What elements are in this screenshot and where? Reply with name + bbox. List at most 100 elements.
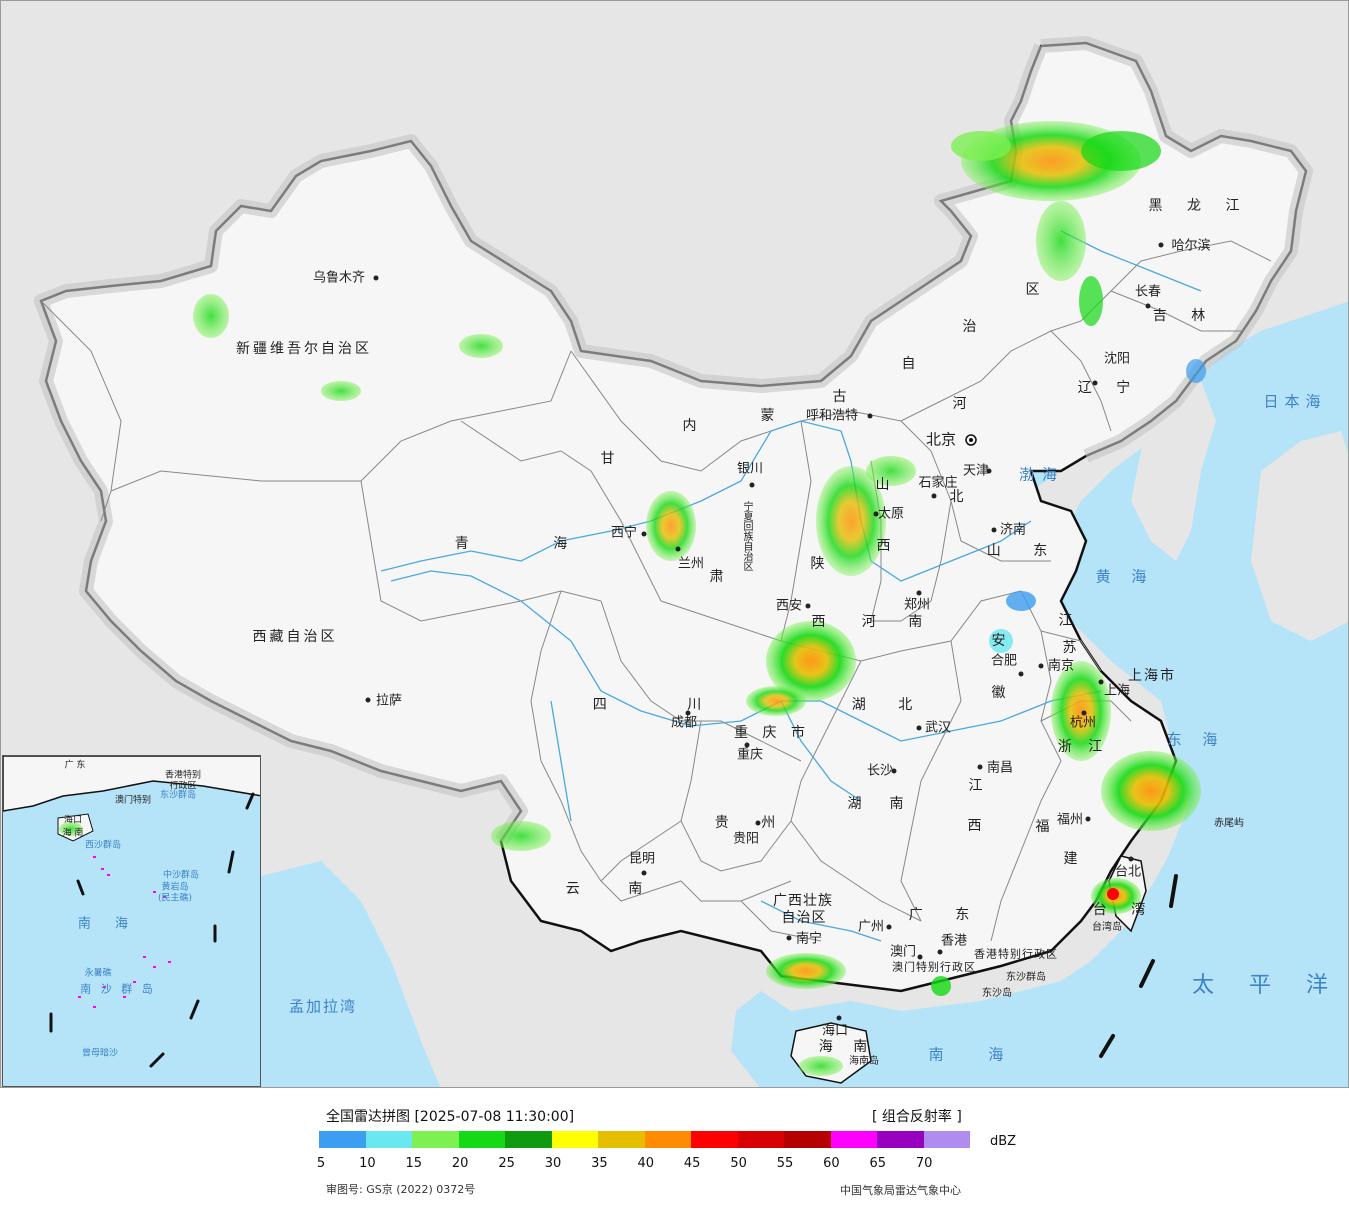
inset-zengmu: 曾母暗沙 <box>81 1048 119 1059</box>
province-jiangxi-1: 江 <box>968 778 986 794</box>
province-gansu-2: 肃 <box>709 569 727 585</box>
nine-dash-line <box>1099 874 1178 1058</box>
legend-panel <box>0 1088 1349 1208</box>
inset-hk: 香港特别 <box>164 770 202 781</box>
city-shijiazhuang: 石家庄 <box>918 475 958 491</box>
inset-minzhu: (民主礁) <box>157 893 193 904</box>
province-zhejiang: 浙 江 <box>1057 739 1109 755</box>
legend-swatch <box>412 1131 459 1148</box>
city-guangzhou: 广州 <box>857 919 885 935</box>
city-xian: 西安 <box>775 598 803 614</box>
sea-bohai-label: 渤海 <box>1018 465 1066 484</box>
legend-tick-label: 40 <box>637 1156 655 1171</box>
legend-tick-label: 10 <box>359 1156 376 1171</box>
radar-map: 新疆维吾尔自治区 西藏自治区 青 海 甘 肃 内 蒙 古 自 治 区 黑 龙 江… <box>0 0 1349 1088</box>
city-beijing: 北京 <box>925 430 957 449</box>
radar-echoes <box>193 121 1206 1076</box>
city-shanghai: 上海 <box>1103 683 1131 699</box>
legend-swatch <box>458 1131 505 1148</box>
city-macau: 澳门 <box>889 944 917 960</box>
province-hunan-2: 南 <box>889 796 907 812</box>
island-hainan: 海南岛 <box>849 1056 879 1067</box>
legend-swatch <box>923 1131 970 1148</box>
sea-bay-bengal <box>241 861 441 1087</box>
legend-product: [ 组合反射率 ] <box>872 1109 962 1125</box>
city-hangzhou: 杭州 <box>1069 715 1097 731</box>
city-shenyang: 沈阳 <box>1103 351 1131 367</box>
sea-ribenhai-label: 日本海 <box>1263 392 1327 411</box>
inset-huangyan: 黄岩岛 <box>161 882 189 893</box>
province-hunan-1: 湖 <box>847 796 865 812</box>
city-chengdu: 成都 <box>670 715 698 731</box>
province-guangdong: 广 东 <box>908 907 984 923</box>
province-shanghai: 上海市 <box>1128 668 1176 684</box>
legend-tick-label: 45 <box>683 1156 701 1171</box>
city-haikou: 海口 <box>821 1023 849 1039</box>
legend-swatch <box>877 1131 924 1148</box>
legend-swatch <box>784 1131 831 1148</box>
province-xizang: 西藏自治区 <box>252 629 338 645</box>
province-jilin: 吉 林 <box>1152 308 1216 324</box>
map-canvas <box>1 1 1348 1087</box>
legend-unit: dBZ <box>990 1134 1017 1149</box>
province-xinjiang: 新疆维吾尔自治区 <box>236 341 372 357</box>
legend-swatch <box>598 1131 645 1148</box>
inset-canvas <box>3 756 260 1068</box>
province-hainan: 海 南 <box>818 1039 876 1055</box>
legend-tick-label: 50 <box>730 1156 747 1171</box>
city-lanzhou: 兰州 <box>677 556 705 572</box>
sea-donghai-label: 东 海 <box>1166 730 1226 749</box>
japan <box>1251 431 1348 641</box>
island-dongsha-dao: 东沙岛 <box>982 988 1012 999</box>
province-guangxi-2: 自治区 <box>781 910 827 926</box>
province-neimenggu-2: 蒙 <box>760 408 778 424</box>
sea-japan <box>1231 301 1348 471</box>
legend-title: 全国雷达拼图 [2025-07-08 11:30:00] <box>326 1109 575 1125</box>
province-heilongjiang: 黑 龙 江 <box>1148 198 1250 214</box>
province-sichuan: 四 川 <box>592 697 740 713</box>
city-yinchuan: 银川 <box>736 461 764 477</box>
china-border-halo <box>34 36 1313 845</box>
legend-swatch <box>737 1131 784 1148</box>
province-liaoning: 辽 宁 <box>1077 380 1141 396</box>
sea-bengal-label: 孟加拉湾 <box>288 997 358 1016</box>
province-guangxi-1: 广西壮族 <box>773 893 833 909</box>
legend-tick-label: 65 <box>869 1156 887 1171</box>
sea-nanhai-label: 南 海 <box>928 1045 1024 1064</box>
sea-taipingyang-label: 太 平 洋 <box>1192 973 1342 998</box>
city-changsha: 长沙 <box>866 763 894 779</box>
city-jinan: 济南 <box>999 522 1027 538</box>
province-anhui-2: 徽 <box>991 685 1009 701</box>
city-tianjin: 天津 <box>962 463 990 479</box>
legend-swatch <box>505 1131 552 1148</box>
island-dongsha-qundao: 东沙群岛 <box>1006 972 1046 983</box>
province-hubei: 湖 北 <box>851 697 927 713</box>
island-chiweiyu: 赤尾屿 <box>1214 818 1244 829</box>
legend-tick-label: 70 <box>915 1156 933 1171</box>
city-harbin: 哈尔滨 <box>1171 238 1211 254</box>
city-changchun: 长春 <box>1134 284 1162 300</box>
province-borders <box>40 240 1272 942</box>
city-xining: 西宁 <box>610 525 638 541</box>
inset-nanhai: 南 海 <box>77 916 139 932</box>
city-taiyuan: 太原 <box>877 506 905 522</box>
province-guizhou: 贵 州 <box>714 815 790 831</box>
legend-tick-label: 35 <box>591 1156 608 1171</box>
legend-color-scale <box>319 1131 970 1148</box>
province-ningxia: 宁夏回族自治区 <box>741 501 752 571</box>
legend-swatch <box>551 1131 598 1148</box>
inset-hainan: 海 南 <box>62 828 84 839</box>
legend-swatch <box>691 1131 738 1148</box>
province-neimenggu-6: 区 <box>1025 282 1043 298</box>
city-chongqing: 重庆 <box>736 747 764 763</box>
province-jiangxi-2: 西 <box>967 818 985 834</box>
inset-zhongsha: 中沙群岛 <box>162 870 200 881</box>
province-anhui-1: 安 <box>991 633 1009 649</box>
province-fujian-2: 建 <box>1063 851 1081 867</box>
beijing-capital-icon <box>965 434 977 446</box>
legend-tick-label: 60 <box>823 1156 840 1171</box>
island-taiwan: 台湾岛 <box>1092 922 1122 933</box>
legend-tick-label: 5 <box>316 1156 326 1171</box>
city-wuhan: 武汉 <box>924 720 952 736</box>
inset-hk2: 行政区 <box>169 781 197 792</box>
